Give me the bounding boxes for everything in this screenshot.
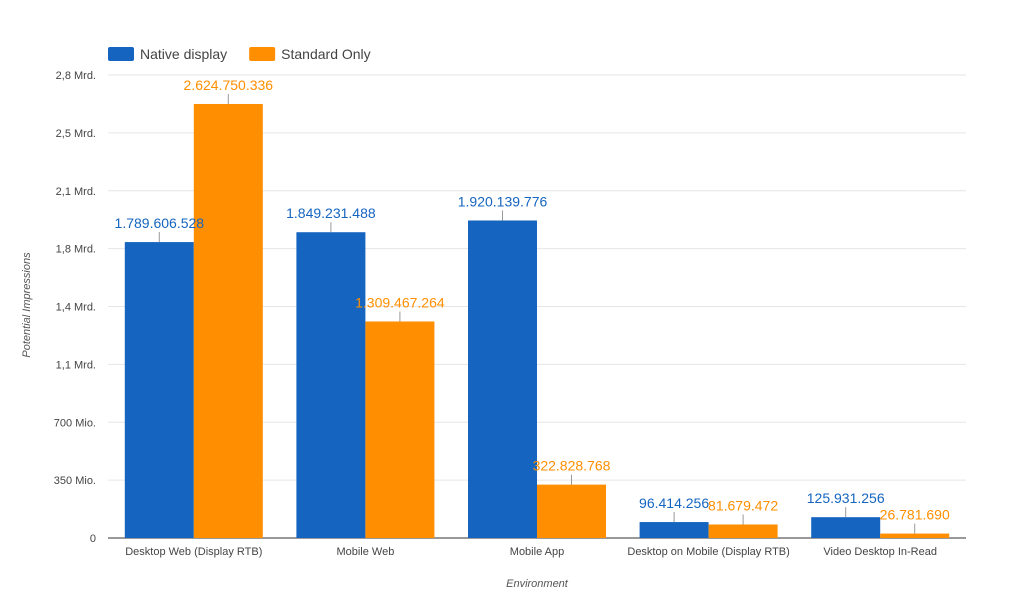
y-tick-label: 2,1 Mrd. <box>56 186 96 198</box>
x-tick-label: Video Desktop In-Read <box>823 546 937 558</box>
y-tick-label: 1,1 Mrd. <box>56 359 96 371</box>
data-label: 2.624.750.336 <box>184 77 274 93</box>
bar <box>880 533 950 538</box>
data-labels: 1.789.606.528 2.624.750.336 1.849.231.488 1… <box>115 77 950 534</box>
data-label: 1.920.139.776 <box>458 193 548 209</box>
x-tick-label: Mobile Web <box>336 546 394 558</box>
y-tick-label: 1,4 Mrd. <box>56 302 96 314</box>
data-label: 26.781.690 <box>880 507 950 523</box>
data-label: 81.679.472 <box>708 497 778 513</box>
bar <box>365 321 435 538</box>
x-axis-ticks: Desktop Web (Display RTB) Mobile Web Mobil… <box>125 546 937 558</box>
bar <box>296 232 366 538</box>
bars <box>124 103 950 539</box>
legend-label: Native display <box>140 46 227 62</box>
x-tick-label: Desktop Web (Display RTB) <box>125 546 262 558</box>
legend: Native display Standard Only <box>108 46 371 62</box>
data-label: 1.789.606.528 <box>115 215 205 231</box>
x-axis-title: Environment <box>506 578 569 590</box>
y-axis-ticks: 0 350 Mio. 700 Mio. 1,1 Mrd. 1,4 Mrd. 1,8 Mrd… <box>54 70 96 545</box>
y-tick-label: 700 Mio. <box>54 417 96 429</box>
legend-label: Standard Only <box>281 46 371 62</box>
bar <box>468 220 537 539</box>
data-label: 125.931.256 <box>807 490 885 506</box>
bar <box>811 517 881 538</box>
y-tick-label: 2,8 Mrd. <box>56 70 96 82</box>
data-label: 1.309.467.264 <box>355 294 445 310</box>
y-tick-label: 350 Mio. <box>54 475 96 487</box>
y-tick-label: 0 <box>90 533 96 545</box>
bar <box>193 103 263 538</box>
y-tick-label: 1,8 Mrd. <box>56 244 96 256</box>
data-label: 96.414.256 <box>639 495 709 511</box>
data-label: 322.828.768 <box>533 458 611 474</box>
legend-swatch <box>249 47 276 61</box>
data-label: 1.849.231.488 <box>286 205 376 221</box>
bar <box>639 522 709 538</box>
x-tick-label: Mobile App <box>510 546 564 558</box>
bar <box>124 242 194 538</box>
legend-swatch <box>108 47 134 61</box>
y-axis-title: Potential Impressions <box>21 252 33 358</box>
x-tick-label: Desktop on Mobile (Display RTB) <box>627 546 789 558</box>
bar <box>708 524 778 538</box>
y-tick-label: 2,5 Mrd. <box>56 128 96 140</box>
bar <box>537 484 606 538</box>
